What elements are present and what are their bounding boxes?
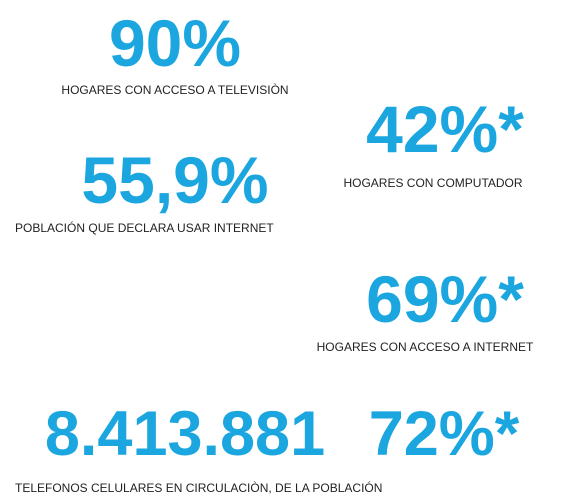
stat-value: 8.413.881: [45, 399, 325, 469]
stat-value: 42%*: [366, 92, 524, 166]
stat-label: TELEFONOS CELULARES EN CIRCULACIÒN, DE L…: [15, 480, 382, 495]
stat-label: POBLACIÓN QUE DECLARA USAR INTERNET: [15, 220, 274, 235]
stat-label: HOGARES CON ACCESO A TELEVISIÒN: [61, 82, 288, 97]
stat-label: HOGARES CON ACCESO A INTERNET: [317, 340, 534, 354]
stat-value: 55,9%: [81, 143, 268, 217]
stat-value: 69%*: [366, 262, 524, 336]
stat-label: HOGARES CON COMPUTADOR: [343, 176, 522, 190]
stat-value: 90%: [109, 6, 241, 80]
stat-value: 72%*: [369, 399, 520, 469]
